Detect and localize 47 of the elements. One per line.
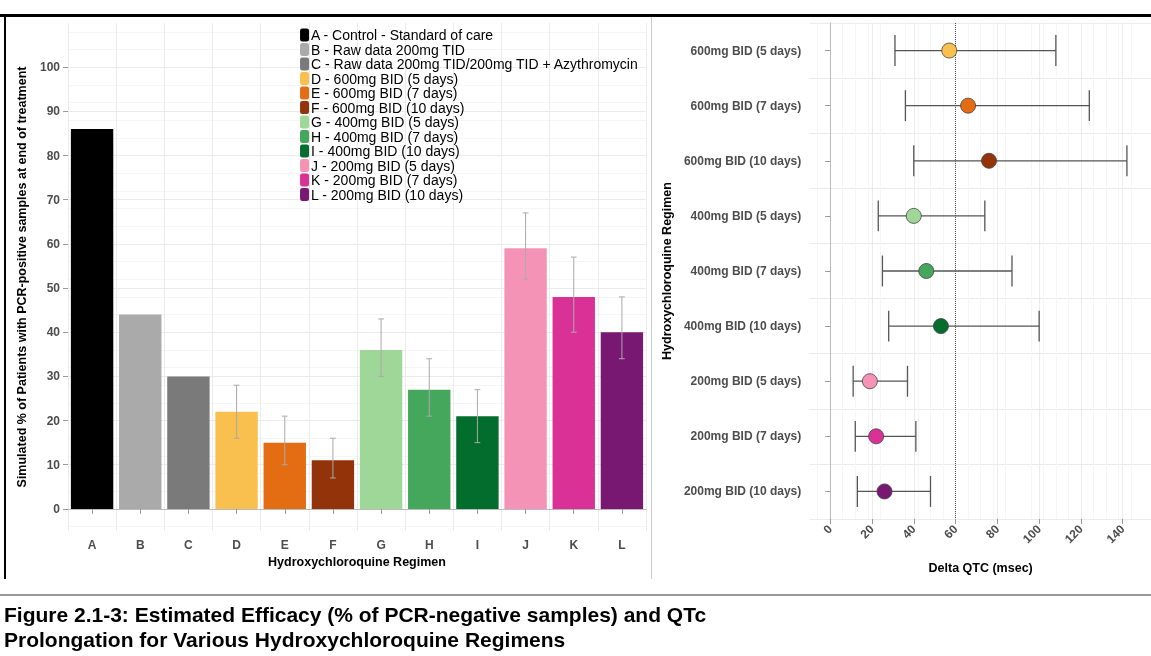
y-tick-label: 10 [46, 457, 61, 472]
y-tick-label: 400mg BID (5 days) [690, 208, 802, 223]
y-tick-label: 50 [46, 281, 61, 296]
x-tick-label: G [376, 538, 386, 552]
x-axis-title: Delta QTC (msec) [928, 560, 1033, 575]
y-axis-title: Hydroxychloroquine Regimen [659, 182, 674, 360]
y-axis-title: Simulated % of Patients with PCR-positive samples at end of treatment [14, 65, 29, 488]
x-tick-label: 20 [857, 521, 878, 542]
x-tick-label: D [232, 538, 242, 552]
y-tick-label: 600mg BID (10 days) [683, 153, 802, 168]
y-tick-label: 100 [39, 60, 61, 75]
x-tick-label: F [329, 538, 337, 552]
legend-label: B - Raw data 200mg TID [311, 41, 465, 58]
y-tick-label: 60 [46, 236, 61, 251]
x-tick-label: I [475, 538, 480, 552]
y-tick-label: 200mg BID (10 days) [683, 484, 802, 499]
x-tick-label: 40 [899, 521, 919, 542]
y-tick-label: 200mg BID (7 days) [690, 429, 802, 444]
y-tick-label: 600mg BID (5 days) [690, 43, 802, 58]
y-tick-label: 40 [46, 325, 61, 340]
x-axis-title: Hydroxychloroquine Regimen [268, 555, 446, 570]
x-tick-label: 140 [1103, 521, 1128, 547]
x-tick-label: 120 [1061, 521, 1087, 547]
x-tick-label: 100 [1020, 521, 1045, 547]
y-tick-label: 70 [46, 192, 61, 207]
y-tick-label: 200mg BID (5 days) [690, 374, 802, 389]
y-tick-label: 20 [46, 413, 61, 428]
y-tick-label: 600mg BID (7 days) [690, 98, 802, 113]
x-tick-label: E [280, 538, 289, 552]
x-tick-label: B [135, 538, 145, 552]
y-tick-label: 30 [46, 369, 61, 384]
y-tick-label: 0 [53, 501, 61, 516]
x-tick-label: H [424, 538, 434, 552]
x-tick-label: K [569, 538, 579, 552]
x-tick-label: 0 [820, 521, 836, 537]
y-tick-label: 400mg BID (10 days) [683, 319, 802, 334]
y-tick-label: 80 [46, 148, 61, 163]
legend-label: A - Control - Standard of care [311, 27, 494, 43]
y-tick-label: 400mg BID (7 days) [690, 264, 802, 278]
x-tick-label: C [184, 538, 194, 552]
x-tick-label: A [87, 538, 97, 552]
x-tick-label: J [522, 538, 529, 552]
x-tick-label: 60 [941, 521, 961, 542]
caption: Figure 2.1-3: Estimated Efficacy (% of PCR-negative samples) and QTc Prolongation for Various Hydroxychloroquine Regimens [4, 602, 708, 652]
y-tick-label: 90 [46, 104, 61, 119]
x-tick-label: 80 [982, 521, 1003, 542]
x-tick-label: L [618, 538, 626, 552]
